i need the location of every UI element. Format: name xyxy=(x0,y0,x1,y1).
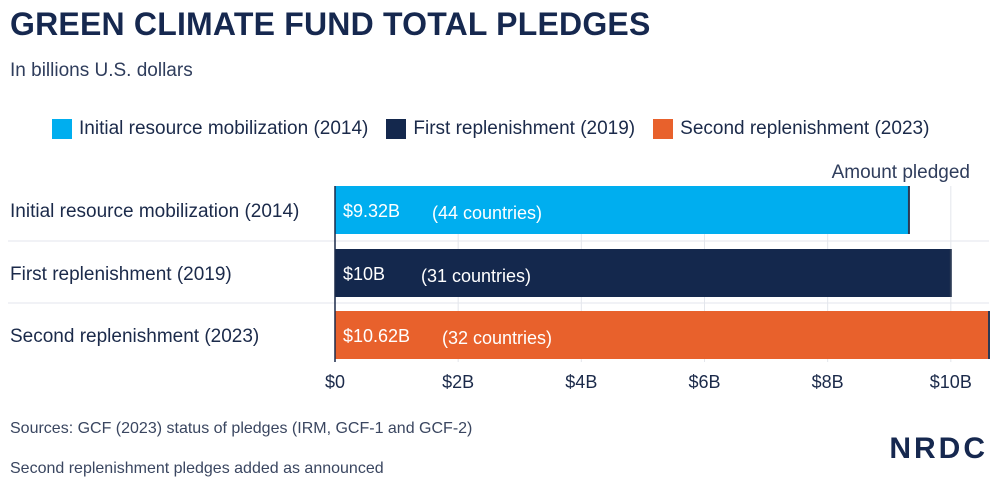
footnote: Second replenishment pledges added as an… xyxy=(10,460,384,477)
legend-swatch-initial xyxy=(52,119,72,139)
bar-country-label-1: (31 countries) xyxy=(421,266,531,286)
category-label-2: Second replenishment (2023) xyxy=(10,326,259,347)
x-tick-label-2: $4B xyxy=(565,372,597,392)
legend-label-first: First replenishment (2019) xyxy=(413,118,636,139)
bar-value-label-0: $9.32B xyxy=(343,201,400,221)
legend-label-initial: Initial resource mobilization (2014) xyxy=(79,118,369,139)
bar-2 xyxy=(335,311,989,359)
bar-1 xyxy=(335,249,951,297)
bar-0 xyxy=(335,186,909,234)
category-label-0: Initial resource mobilization (2014) xyxy=(10,201,299,222)
x-tick-label-3: $6B xyxy=(688,372,720,392)
source-note: Sources: GCF (2023) status of pledges (I… xyxy=(10,420,473,437)
legend-item-initial: Initial resource mobilization (2014) xyxy=(52,118,368,140)
x-tick-label-1: $2B xyxy=(442,372,474,392)
legend: Initial resource mobilization (2014) Fir… xyxy=(52,118,929,140)
legend-item-first: First replenishment (2019) xyxy=(386,118,635,140)
bar-value-label-2: $10.62B xyxy=(343,326,410,346)
x-tick-label-0: $0 xyxy=(325,372,345,392)
category-label-1: First replenishment (2019) xyxy=(10,264,232,285)
bar-value-label-1: $10B xyxy=(343,264,385,284)
bar-country-label-0: (44 countries) xyxy=(432,203,542,223)
bar-country-label-2: (32 countries) xyxy=(442,328,552,348)
x-tick-label-4: $8B xyxy=(812,372,844,392)
chart-subtitle: In billions U.S. dollars xyxy=(10,60,193,81)
legend-label-second: Second replenishment (2023) xyxy=(680,118,930,139)
x-axis-title: Amount pledged xyxy=(832,162,970,183)
legend-swatch-first xyxy=(386,119,407,139)
nrdc-logo: NRDC xyxy=(889,432,988,465)
x-tick-label-5: $10B xyxy=(930,372,972,392)
legend-swatch-second xyxy=(653,119,674,139)
chart-title: GREEN CLIMATE FUND TOTAL PLEDGES xyxy=(10,6,651,42)
legend-item-second: Second replenishment (2023) xyxy=(653,118,929,140)
